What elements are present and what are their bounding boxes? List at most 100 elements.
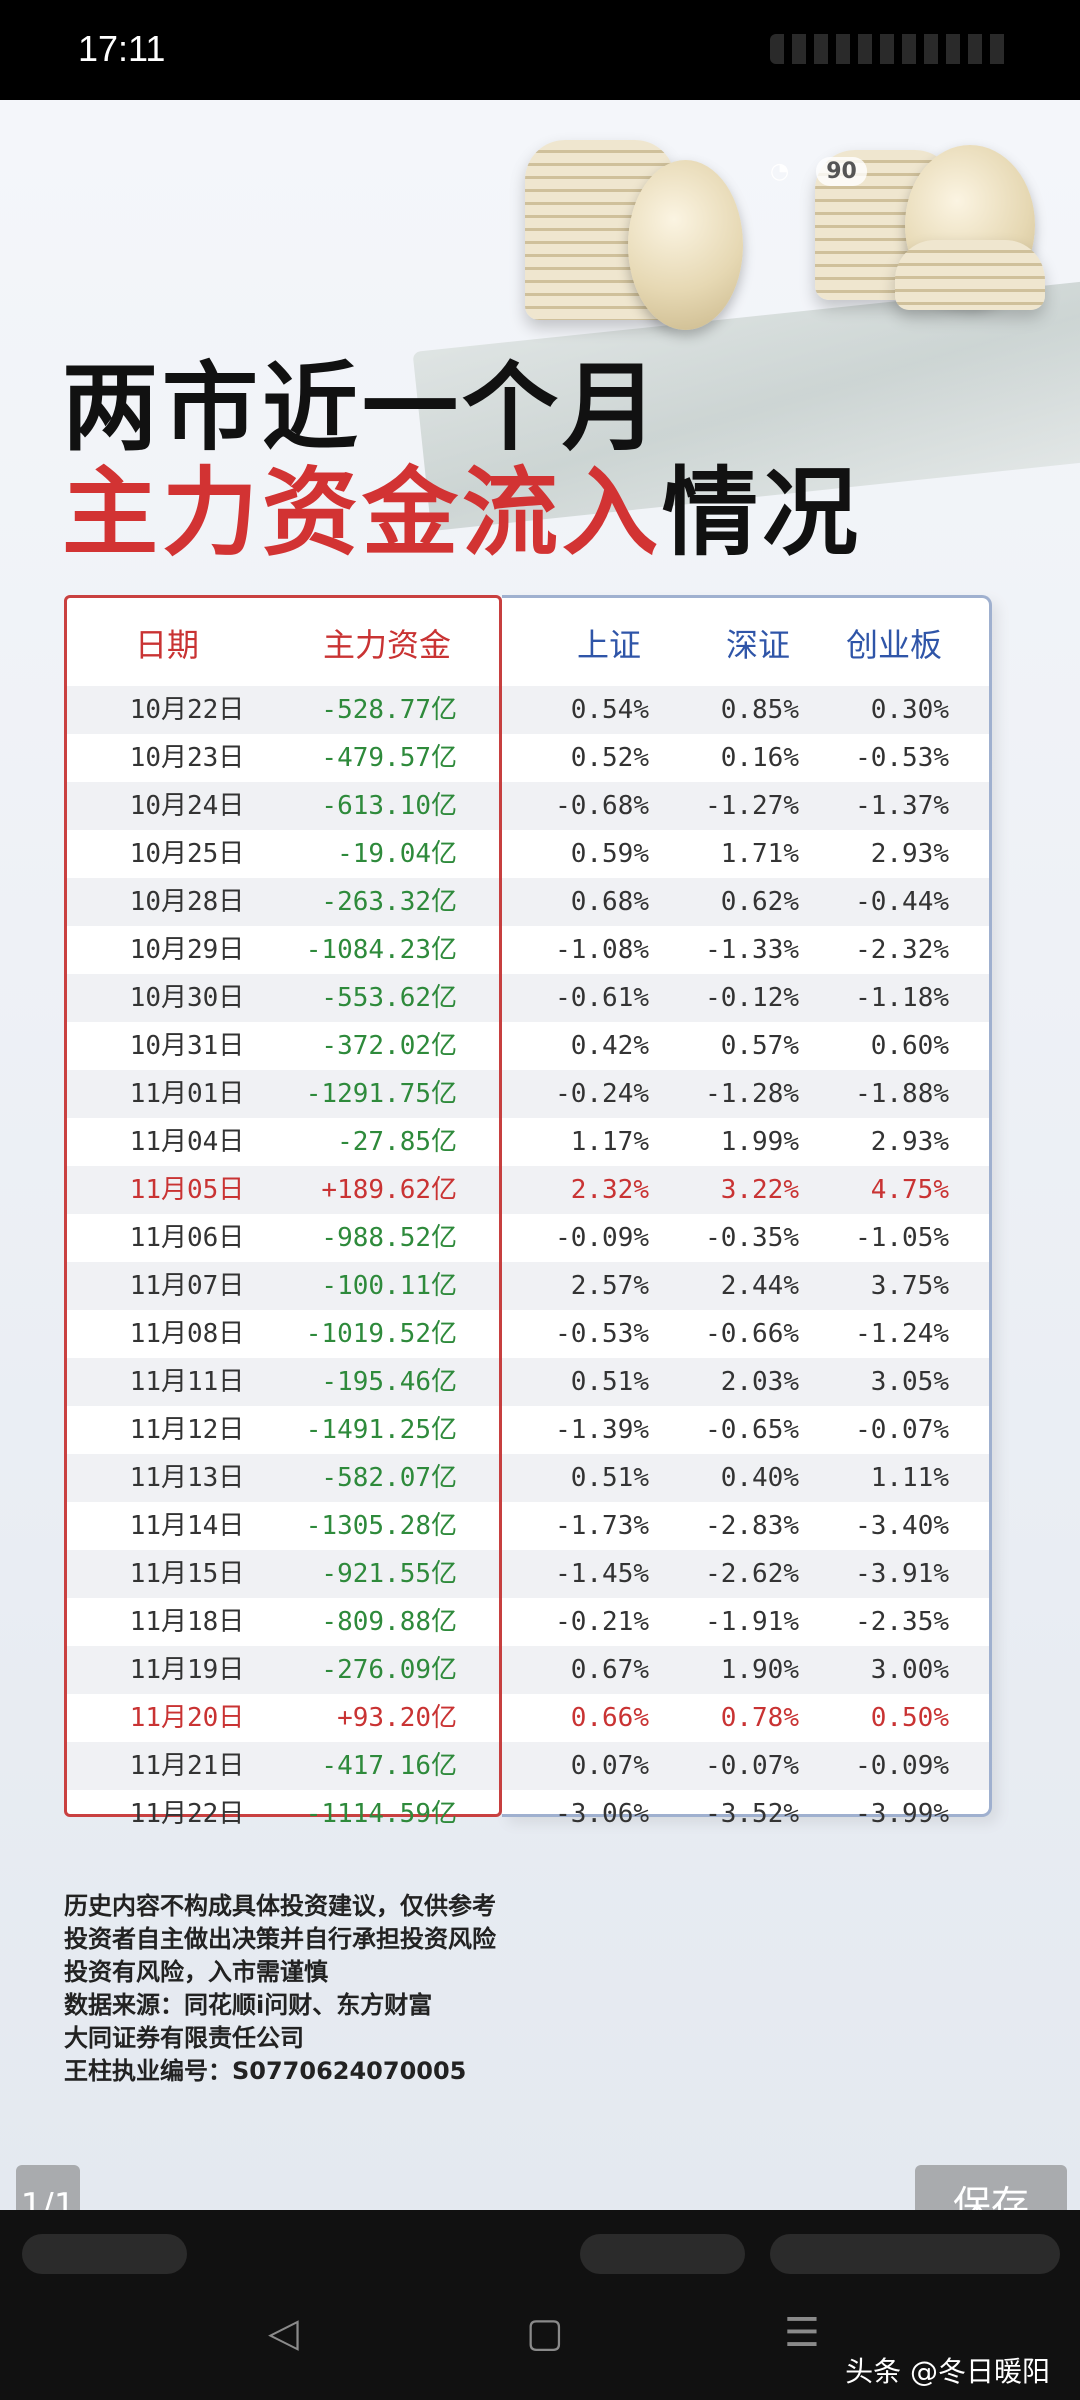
embedded-status-icons: ◔ 90 [770, 157, 867, 186]
table-row: 10月24日 -613.10亿 [67, 782, 499, 830]
poster-title-line1: 两市近一个月 [62, 352, 662, 464]
sh-cell: -0.53% [555, 1319, 649, 1349]
sh-cell: 0.51% [570, 1367, 649, 1397]
cy-cell: -2.35% [855, 1607, 949, 1637]
toolbar-pill[interactable] [22, 2234, 187, 2274]
table-row: -3.06% -3.52% -3.99% [502, 1790, 989, 1838]
sh-cell: 0.07% [570, 1751, 649, 1781]
flow-cell: -988.52亿 [321, 1223, 457, 1253]
table-row: 0.68% 0.62% -0.44% [502, 878, 989, 926]
cy-cell: -1.24% [855, 1319, 949, 1349]
table-row: -0.09% -0.35% -1.05% [502, 1214, 989, 1262]
flow-cell: -195.46亿 [321, 1367, 457, 1397]
watermark: 头条 @冬日暖阳 [845, 2355, 1050, 2388]
table-row: 11月15日 -921.55亿 [67, 1550, 499, 1598]
table-row: -1.45% -2.62% -3.91% [502, 1550, 989, 1598]
sh-cell: -1.73% [555, 1511, 649, 1541]
sh-cell: -0.61% [555, 983, 649, 1013]
cy-cell: -3.91% [855, 1559, 949, 1589]
table-row: 1.17% 1.99% 2.93% [502, 1118, 989, 1166]
table-row: 11月07日 -100.11亿 [67, 1262, 499, 1310]
sz-cell: 0.62% [720, 887, 799, 917]
disclaimer: 历史内容不构成具体投资建议，仅供参考 投资者自主做出决策并自行承担投资风险 投资有风… [64, 1890, 496, 2088]
date-cell: 11月21日 [129, 1751, 245, 1781]
poster-title-dark: 情况 [662, 457, 862, 569]
cy-cell: -0.07% [855, 1415, 949, 1445]
flow-cell: -479.57亿 [321, 743, 457, 773]
sz-cell: -0.65% [705, 1415, 799, 1445]
flow-cell: -553.62亿 [321, 983, 457, 1013]
cy-cell: 2.93% [870, 839, 949, 869]
table-row: 10月28日 -263.32亿 [67, 878, 499, 926]
cy-cell: -1.05% [855, 1223, 949, 1253]
table-row: 0.59% 1.71% 2.93% [502, 830, 989, 878]
date-cell: 10月22日 [129, 695, 245, 725]
flow-cell: -1084.23亿 [305, 935, 457, 965]
date-cell: 11月13日 [129, 1463, 245, 1493]
header-sh: 上证 [577, 626, 642, 664]
table-left-panel: 日期 主力资金 10月22日 -528.77亿 10月23日 -479.57亿 10月2… [64, 595, 502, 1829]
menu-icon[interactable]: ☰ [784, 2310, 820, 2356]
sh-cell: -0.24% [555, 1079, 649, 1109]
table-row: -0.53% -0.66% -1.24% [502, 1310, 989, 1358]
flow-cell: -276.09亿 [321, 1655, 457, 1685]
disclaimer-line: 数据来源：同花顺i问财、东方财富 [64, 1991, 433, 2019]
table-row: 0.66% 0.78% 0.50% [502, 1694, 989, 1742]
table-row: -0.21% -1.91% -2.35% [502, 1598, 989, 1646]
sh-cell: 0.42% [570, 1031, 649, 1061]
flow-cell: -417.16亿 [321, 1751, 457, 1781]
date-cell: 10月28日 [129, 887, 245, 917]
toolbar-pill[interactable] [580, 2234, 745, 2274]
sh-cell: 0.68% [570, 887, 649, 917]
sh-cell: 0.52% [570, 743, 649, 773]
cy-cell: -1.37% [855, 791, 949, 821]
table-row: 11月20日 +93.20亿 [67, 1694, 499, 1742]
coin-icon [628, 160, 743, 330]
status-icons [770, 34, 1010, 64]
sz-cell: 0.16% [720, 743, 799, 773]
sz-cell: -2.62% [705, 1559, 799, 1589]
back-icon[interactable]: ◁ [268, 2310, 299, 2356]
sz-cell: -1.91% [705, 1607, 799, 1637]
coin-stack-icon [895, 240, 1045, 310]
home-icon[interactable]: ▢ [526, 2310, 564, 2356]
date-cell: 11月19日 [129, 1655, 245, 1685]
sz-cell: -0.12% [705, 983, 799, 1013]
table-row: -0.61% -0.12% -1.18% [502, 974, 989, 1022]
battery-icon: 90 [816, 157, 867, 186]
sz-cell: 0.85% [720, 695, 799, 725]
table-row: 2.57% 2.44% 3.75% [502, 1262, 989, 1310]
cy-cell: 2.93% [870, 1127, 949, 1157]
sh-cell: 0.67% [570, 1655, 649, 1685]
cy-cell: 0.50% [870, 1703, 949, 1733]
sh-cell: 0.59% [570, 839, 649, 869]
flow-cell: -19.04亿 [337, 839, 457, 869]
table-row: 11月19日 -276.09亿 [67, 1646, 499, 1694]
flow-cell: -263.32亿 [321, 887, 457, 917]
sz-cell: -0.07% [705, 1751, 799, 1781]
table-row: 11月21日 -417.16亿 [67, 1742, 499, 1790]
date-cell: 11月15日 [129, 1559, 245, 1589]
table-row: 10月30日 -553.62亿 [67, 974, 499, 1022]
sz-cell: 0.57% [720, 1031, 799, 1061]
cy-cell: -2.32% [855, 935, 949, 965]
poster-title-red: 主力资金流入 [62, 457, 662, 569]
table-row: 10月29日 -1084.23亿 [67, 926, 499, 974]
flow-cell: -1114.59亿 [305, 1799, 457, 1829]
sh-cell: -0.09% [555, 1223, 649, 1253]
sz-cell: -3.52% [705, 1799, 799, 1829]
flow-cell: +189.62亿 [321, 1175, 457, 1205]
disclaimer-line: 王柱执业编号：S0770624070005 [64, 2057, 467, 2085]
sz-cell: 2.44% [720, 1271, 799, 1301]
toolbar-pill[interactable] [770, 2234, 1060, 2274]
sh-cell: 0.66% [570, 1703, 649, 1733]
table-row: 11月06日 -988.52亿 [67, 1214, 499, 1262]
table-row: 11月08日 -1019.52亿 [67, 1310, 499, 1358]
table-row: 0.52% 0.16% -0.53% [502, 734, 989, 782]
sh-cell: -1.45% [555, 1559, 649, 1589]
table-row: 10月22日 -528.77亿 [67, 686, 499, 734]
cy-cell: -3.40% [855, 1511, 949, 1541]
system-nav-bar: ◁ ▢ ☰ 头条 @冬日暖阳 [0, 2210, 1080, 2400]
cy-cell: 3.05% [870, 1367, 949, 1397]
table-row: 10月25日 -19.04亿 [67, 830, 499, 878]
